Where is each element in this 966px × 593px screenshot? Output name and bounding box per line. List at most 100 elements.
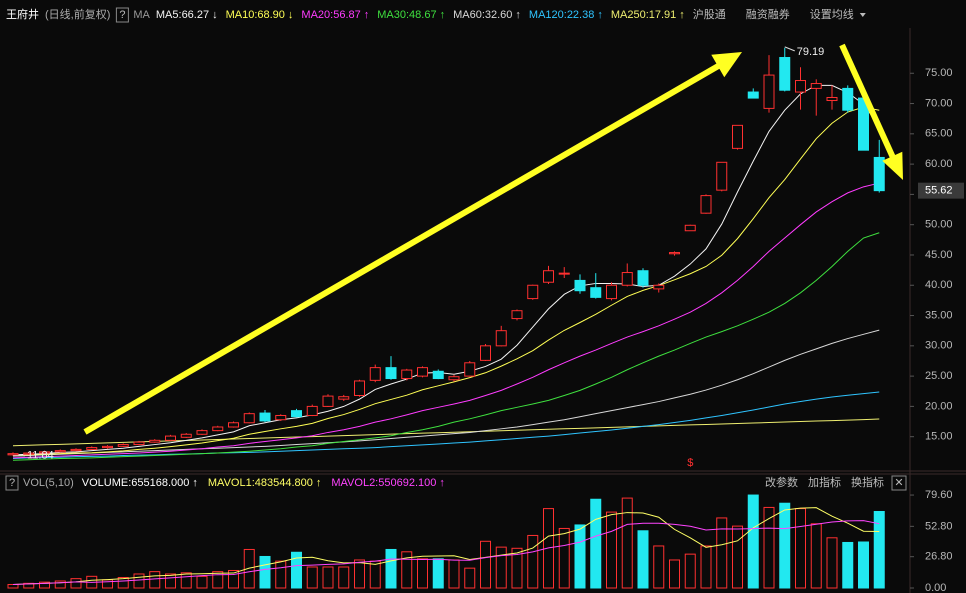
candle-body	[180, 433, 192, 438]
ma-legend: MA250:17.91	[611, 9, 676, 21]
candle-body	[212, 426, 224, 432]
volume-bar	[338, 566, 350, 589]
candle-body	[558, 272, 570, 275]
chart-layer: 15.00 20.00 25.00 30.00 35.00 40.00 45.00 50.00…	[5, 7, 964, 593]
volume-bar	[259, 555, 271, 589]
volume-bar	[558, 527, 570, 589]
help-icon[interactable]: ?	[119, 9, 125, 21]
y-tick-label: 15.00	[925, 431, 953, 443]
toolbar-item[interactable]: 融资融券	[746, 7, 790, 21]
candle-body	[165, 435, 176, 441]
candle-body	[7, 453, 19, 456]
volume-ma-line	[12, 507, 880, 585]
y-tick-label: 75.00	[925, 67, 953, 79]
y-tick-label: 20.00	[925, 400, 953, 412]
up-arrow-shaft	[83, 62, 722, 435]
volume-bar	[495, 546, 507, 589]
indicator-name: VOL(5,10)	[23, 477, 74, 489]
y-tick-label: 35.00	[925, 309, 953, 321]
ma-line	[12, 329, 880, 457]
candle-body	[228, 422, 239, 428]
volume-ma-line	[12, 520, 880, 585]
ma-line	[12, 84, 880, 456]
candle-body	[590, 287, 602, 298]
volume-bar	[306, 566, 318, 589]
volume-ma-trend: ↑	[316, 477, 322, 489]
ma-legend: MA10:68.90	[226, 9, 285, 21]
candle-body	[574, 279, 586, 292]
y-tick-label: 60.00	[925, 158, 953, 170]
candle-body	[606, 284, 617, 300]
volume-bar	[401, 551, 413, 589]
last-price-label: 55.62	[925, 185, 953, 197]
ma-trend: ↑	[364, 9, 370, 21]
candle-body	[842, 87, 854, 111]
volume-bar	[117, 576, 129, 589]
volume-bar	[606, 511, 617, 589]
last-price-box	[918, 182, 964, 199]
y-tick-label: 0.00	[925, 582, 946, 593]
subtitle: (日线,前复权)	[45, 7, 110, 21]
ma-legend: MA120:22.38	[529, 9, 594, 21]
volume-bar	[511, 547, 523, 589]
ma-trend: ↑	[515, 9, 521, 21]
candle-body	[637, 270, 649, 286]
help-icon[interactable]: ?	[9, 477, 15, 489]
candle-body	[86, 447, 98, 450]
volume-bar	[700, 545, 712, 589]
volume-bar	[480, 540, 491, 589]
volume-ma-legend: MAVOL2:550692.100	[331, 477, 436, 489]
panel-button[interactable]: 加指标	[808, 475, 841, 489]
candle-body	[795, 80, 806, 93]
ma-legend: MA20:56.87	[301, 9, 360, 21]
down-arrow-shaft	[839, 43, 898, 164]
volume-bar	[653, 545, 665, 589]
volume-bar	[23, 582, 35, 589]
close-button[interactable]: ✕	[894, 477, 903, 489]
volume-ma-legend: MAVOL1:483544.800	[208, 477, 313, 489]
event-marker: $	[687, 457, 693, 469]
candle-body	[826, 96, 838, 102]
y-tick-label: 52.80	[925, 520, 953, 532]
volume-bar	[732, 525, 743, 589]
ma-trend: ↑	[440, 9, 446, 21]
volume-bar	[212, 571, 224, 589]
candle-body	[54, 450, 66, 453]
y-tick-label: 25.00	[925, 370, 953, 382]
panel-button[interactable]: 改参数	[765, 475, 798, 489]
ma-line	[12, 391, 880, 459]
volume-bar	[228, 569, 239, 589]
candle-body	[779, 57, 791, 91]
ma-legend: MA60:32.60	[453, 9, 512, 21]
volume-readout: VOLUME:655168.000	[82, 477, 190, 489]
ma-line	[12, 182, 880, 459]
candle-body	[432, 370, 444, 380]
volume-bar	[527, 534, 539, 589]
volume-bar	[432, 558, 444, 589]
volume-bar	[873, 510, 885, 589]
candle-body	[527, 284, 539, 300]
candle-body	[149, 439, 161, 443]
dropdown-caret	[859, 13, 866, 17]
panel-button[interactable]: 换指标	[851, 475, 884, 489]
toolbar-item[interactable]: 设置均线	[810, 7, 854, 21]
candle-body	[716, 161, 728, 191]
candle-body	[306, 405, 318, 416]
volume-bar	[322, 566, 334, 589]
toolbar-item[interactable]: 沪股通	[693, 7, 726, 21]
candle-body	[747, 91, 759, 99]
volume-bar	[543, 508, 554, 589]
volume-bar	[716, 517, 728, 589]
ma-legend: MA5:66.27	[156, 9, 209, 21]
volume-bar	[196, 575, 208, 589]
volume-bar	[763, 506, 775, 589]
help-box	[5, 475, 19, 491]
candle-body	[495, 330, 507, 347]
volume-bar	[354, 559, 365, 589]
candle-body	[196, 430, 208, 435]
candle-body	[543, 270, 554, 283]
y-tick-label: 65.00	[925, 128, 953, 140]
candle-body	[369, 367, 381, 381]
